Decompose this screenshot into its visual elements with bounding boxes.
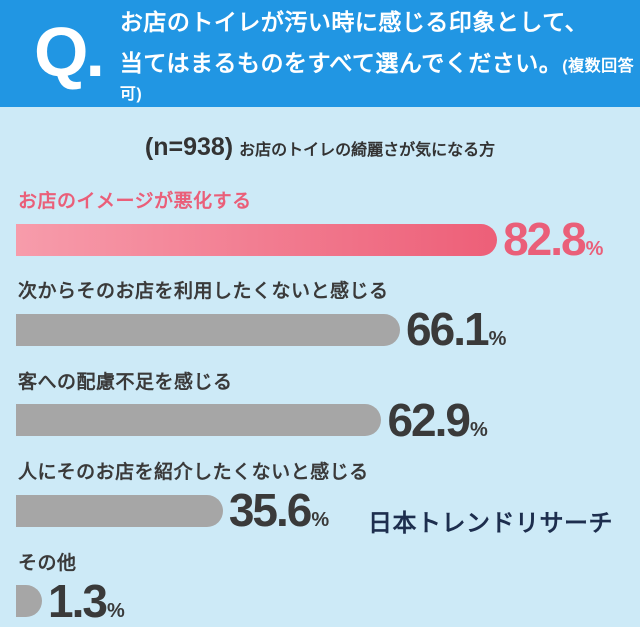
bar-label: その他 — [18, 552, 77, 574]
question-line2-main: 当てはまるものをすべて選んでください。 — [119, 49, 563, 76]
bar-line: 66.1% — [16, 306, 624, 352]
sample-description: お店のトイレの綺麗さが気になる方 — [239, 142, 496, 159]
bar-value: 1.3% — [48, 578, 125, 624]
bar-row-other: その他 1.3% — [16, 548, 624, 624]
multi-answer-note: (複数回答可) — [119, 57, 635, 103]
bar-value: 66.1% — [406, 306, 507, 352]
bar-row-not-use-again: 次からそのお店を利用したくないと感じる 66.1% — [16, 276, 624, 352]
bar-line: 82.8% — [16, 216, 624, 262]
bar-value: 62.9% — [387, 397, 488, 443]
bar-label: 次からそのお店を利用したくないと感じる — [18, 281, 389, 303]
bar-value-number: 82.8 — [503, 213, 587, 265]
percent-sign: % — [585, 238, 604, 260]
bar-value: 82.8% — [503, 216, 604, 262]
bar-label: お店のイメージが悪化する — [18, 191, 252, 212]
bar-label: 人にそのお店を紹介したくないと感じる — [18, 462, 369, 484]
bar-value-number: 35.6 — [228, 484, 313, 537]
bar-value-number: 66.1 — [406, 303, 490, 356]
bar-other — [16, 585, 42, 618]
bar-value-number: 1.3 — [48, 574, 108, 627]
percent-sign: % — [469, 418, 488, 441]
bar-value: 35.6% — [229, 487, 330, 533]
question-line1: お店のトイレが汚い時に感じる印象として、 — [119, 8, 589, 35]
bar-line: 1.3% — [16, 578, 624, 624]
sample-size: (n=938) — [144, 133, 234, 161]
bar-chart: お店のイメージが悪化する 82.8% 次からそのお店を利用したくないと感じる 6… — [0, 186, 640, 624]
sample-subtitle: (n=938) お店のトイレの綺麗さが気になる方 — [0, 133, 640, 162]
bar-row-not-recommend: 人にそのお店を紹介したくないと感じる 35.6% — [16, 457, 624, 533]
bar-not-use-again — [16, 314, 401, 347]
brand-logo: 日本トレンドリサーチ — [368, 510, 613, 537]
percent-sign: % — [488, 328, 507, 351]
bar-not-recommend — [16, 494, 223, 527]
bar-line: 62.9% — [16, 397, 624, 443]
percent-sign: % — [106, 599, 125, 622]
question-text: お店のトイレが汚い時に感じる印象として、 当てはまるものをすべて選んでください。… — [120, 3, 640, 105]
bar-line: 35.6% — [16, 487, 624, 533]
bar-lack-of-consideration — [16, 404, 382, 437]
question-line2: 当てはまるものをすべて選んでください。(複数回答可) — [120, 44, 640, 105]
q-mark: Q. — [34, 12, 105, 91]
bar-value-number: 62.9 — [387, 393, 471, 446]
percent-sign: % — [311, 509, 330, 532]
question-header: Q. お店のトイレが汚い時に感じる印象として、 当てはまるものをすべて選んでくだ… — [0, 0, 640, 107]
bar-label: 客への配慮不足を感じる — [18, 371, 233, 393]
bar-row-lack-of-consideration: 客への配慮不足を感じる 62.9% — [16, 367, 624, 443]
bar-store-image — [16, 223, 498, 256]
bar-row-store-image: お店のイメージが悪化する 82.8% — [16, 186, 624, 262]
